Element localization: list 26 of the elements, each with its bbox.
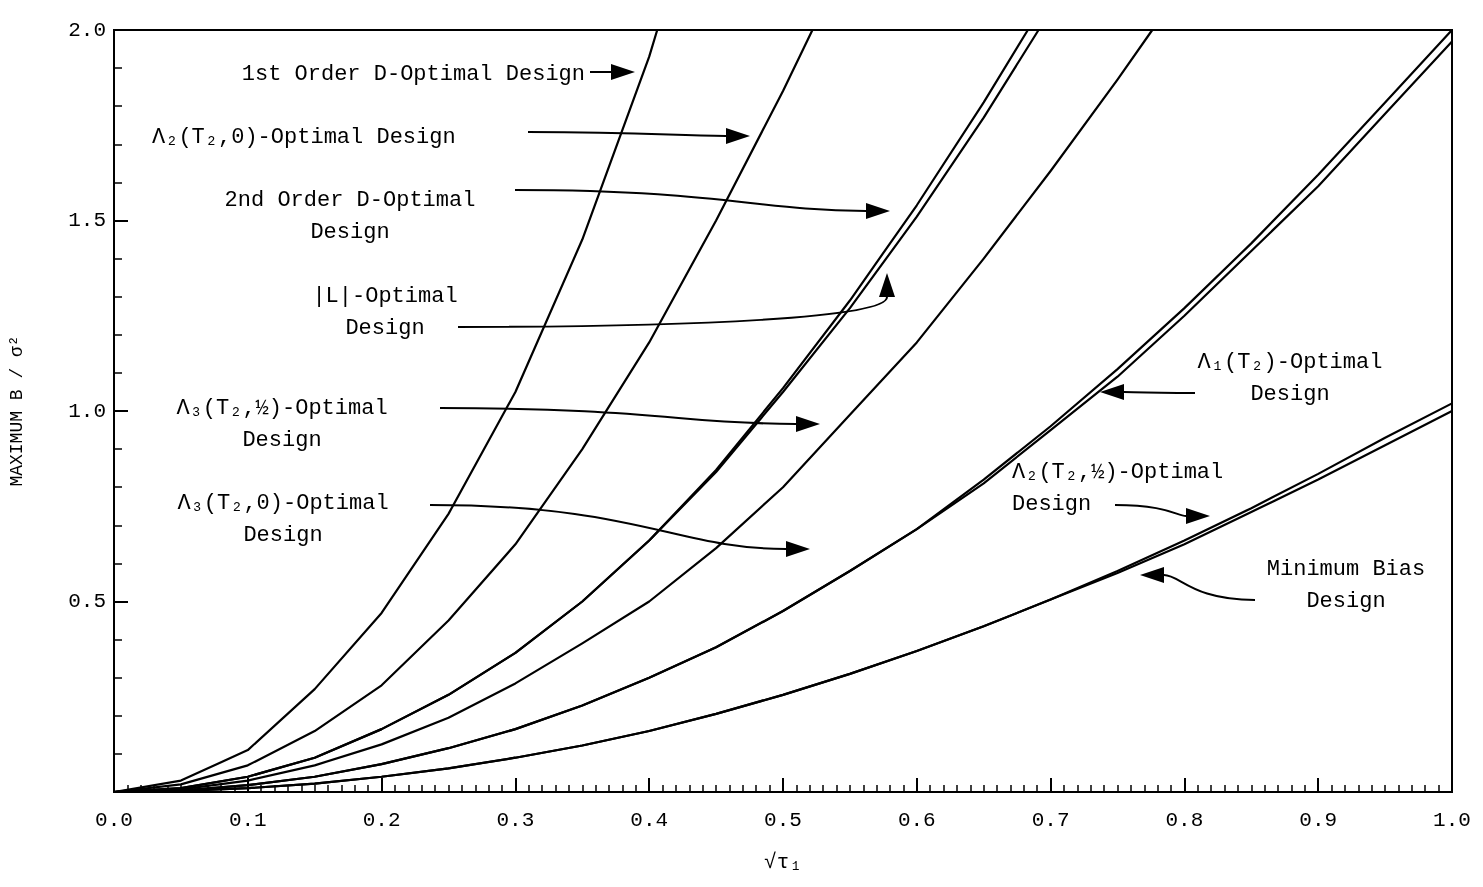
annotation: 1st Order D-Optimal Design bbox=[241, 62, 585, 87]
annotation: Λ₃(T₂,0)-Optimal Design bbox=[177, 491, 389, 548]
x-tick-label: 0.3 bbox=[496, 809, 535, 832]
x-tick-label: 0.6 bbox=[897, 809, 936, 832]
x-tick-label: 0.0 bbox=[95, 809, 133, 832]
y-tick-label: 1.0 bbox=[68, 399, 106, 423]
y-tick-label: 2.0 bbox=[68, 18, 106, 42]
x-tick-label: 1.0 bbox=[1433, 809, 1471, 832]
annotation: Λ₁(T₂)-Optimal Design bbox=[1197, 350, 1383, 407]
x-axis-title: √τ₁ bbox=[764, 851, 802, 874]
annotation: 2nd Order D-Optimal Design bbox=[224, 188, 476, 245]
x-tick-label: 0.9 bbox=[1299, 809, 1338, 832]
x-tick-label: 0.5 bbox=[764, 809, 802, 832]
x-tick-label: 0.8 bbox=[1165, 809, 1204, 832]
annotation: Λ₂(T₂,0)-Optimal Design bbox=[152, 125, 456, 150]
x-tick-label: 0.7 bbox=[1031, 809, 1070, 832]
y-tick-label: 0.5 bbox=[68, 590, 106, 613]
annotation: Λ₃(T₂,½)-Optimal Design bbox=[176, 396, 388, 453]
y-tick-label: 1.5 bbox=[68, 209, 106, 232]
x-tick-label: 0.4 bbox=[630, 809, 669, 832]
y-axis-title: MAXIMUM B / σ² bbox=[7, 335, 27, 487]
annotation: |L|-Optimal Design bbox=[312, 284, 458, 341]
annotation: Λ₂(T₂,½)-Optimal Design bbox=[1012, 460, 1224, 517]
x-tick-label: 0.2 bbox=[362, 809, 401, 832]
x-tick-label: 0.1 bbox=[228, 809, 267, 832]
annotation: Minimum Bias Design bbox=[1266, 557, 1426, 614]
